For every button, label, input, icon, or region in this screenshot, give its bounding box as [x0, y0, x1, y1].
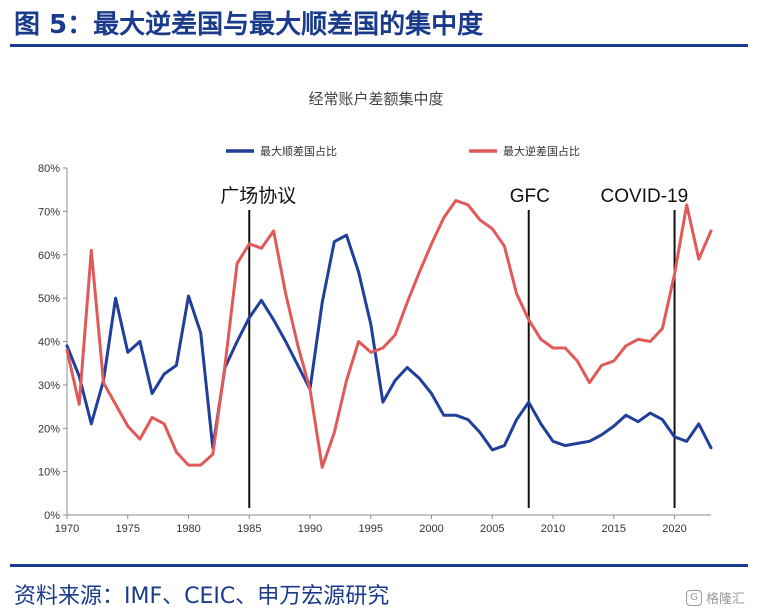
legend-label: 最大逆差国占比 [503, 144, 580, 158]
annotation-label: 广场协议 [220, 185, 296, 207]
y-tick-label: 40% [38, 337, 60, 349]
concentration-line-chart: 经常账户差额集中度 最大顺差国占比 最大逆差国占比 0% 10% 20% 30% 40% 5… [38, 90, 713, 535]
y-tick-label: 20% [38, 423, 60, 435]
series-line [65, 233, 713, 452]
series-lines [65, 199, 713, 469]
y-tick-label: 80% [38, 163, 60, 175]
x-tick-label: 2005 [480, 523, 504, 535]
x-tick-label: 2020 [662, 523, 686, 535]
x-axis: 1970 1975 1980 1985 1990 1995 2000 2005 2010 2015… [55, 514, 711, 535]
x-tick-label: 1985 [237, 523, 261, 535]
annotation-label: GFC [510, 186, 550, 207]
y-tick-label: 70% [38, 206, 60, 218]
x-tick-label: 1980 [176, 523, 200, 535]
legend-label: 最大顺差国占比 [260, 144, 337, 158]
y-tick-label: 0% [44, 510, 60, 522]
y-tick-label: 10% [38, 467, 60, 479]
event-annotations: 广场协议 GFC COVID-19 [220, 185, 688, 508]
chart-title: 经常账户差额集中度 [308, 90, 443, 108]
x-tick-label: 1975 [116, 523, 140, 535]
x-tick-label: 2015 [602, 523, 626, 535]
footer-rule [10, 564, 748, 567]
watermark-logo-icon: G [685, 589, 702, 606]
title-rule [10, 44, 748, 47]
x-tick-label: 1995 [359, 523, 383, 535]
source-note: 资料来源：IMF、CEIC、申万宏源研究 [14, 584, 390, 609]
watermark-text: 格隆汇 [705, 592, 745, 607]
x-tick-label: 2000 [419, 523, 443, 535]
series-line [65, 199, 713, 469]
x-tick-label: 1990 [298, 523, 322, 535]
x-tick-label: 2010 [541, 523, 565, 535]
x-tick-label: 1970 [55, 523, 79, 535]
y-tick-label: 30% [38, 380, 60, 392]
y-tick-label: 60% [38, 250, 60, 262]
annotation-label: COVID-19 [601, 186, 689, 207]
figure-title: 图 5：最大逆差国与最大顺差国的集中度 [14, 10, 484, 40]
chart-legend: 最大顺差国占比 最大逆差国占比 [226, 144, 580, 158]
watermark: G 格隆汇 [685, 588, 745, 607]
y-tick-label: 50% [38, 293, 60, 305]
y-axis: 0% 10% 20% 30% 40% 50% 60% 70% 80% [38, 163, 68, 522]
